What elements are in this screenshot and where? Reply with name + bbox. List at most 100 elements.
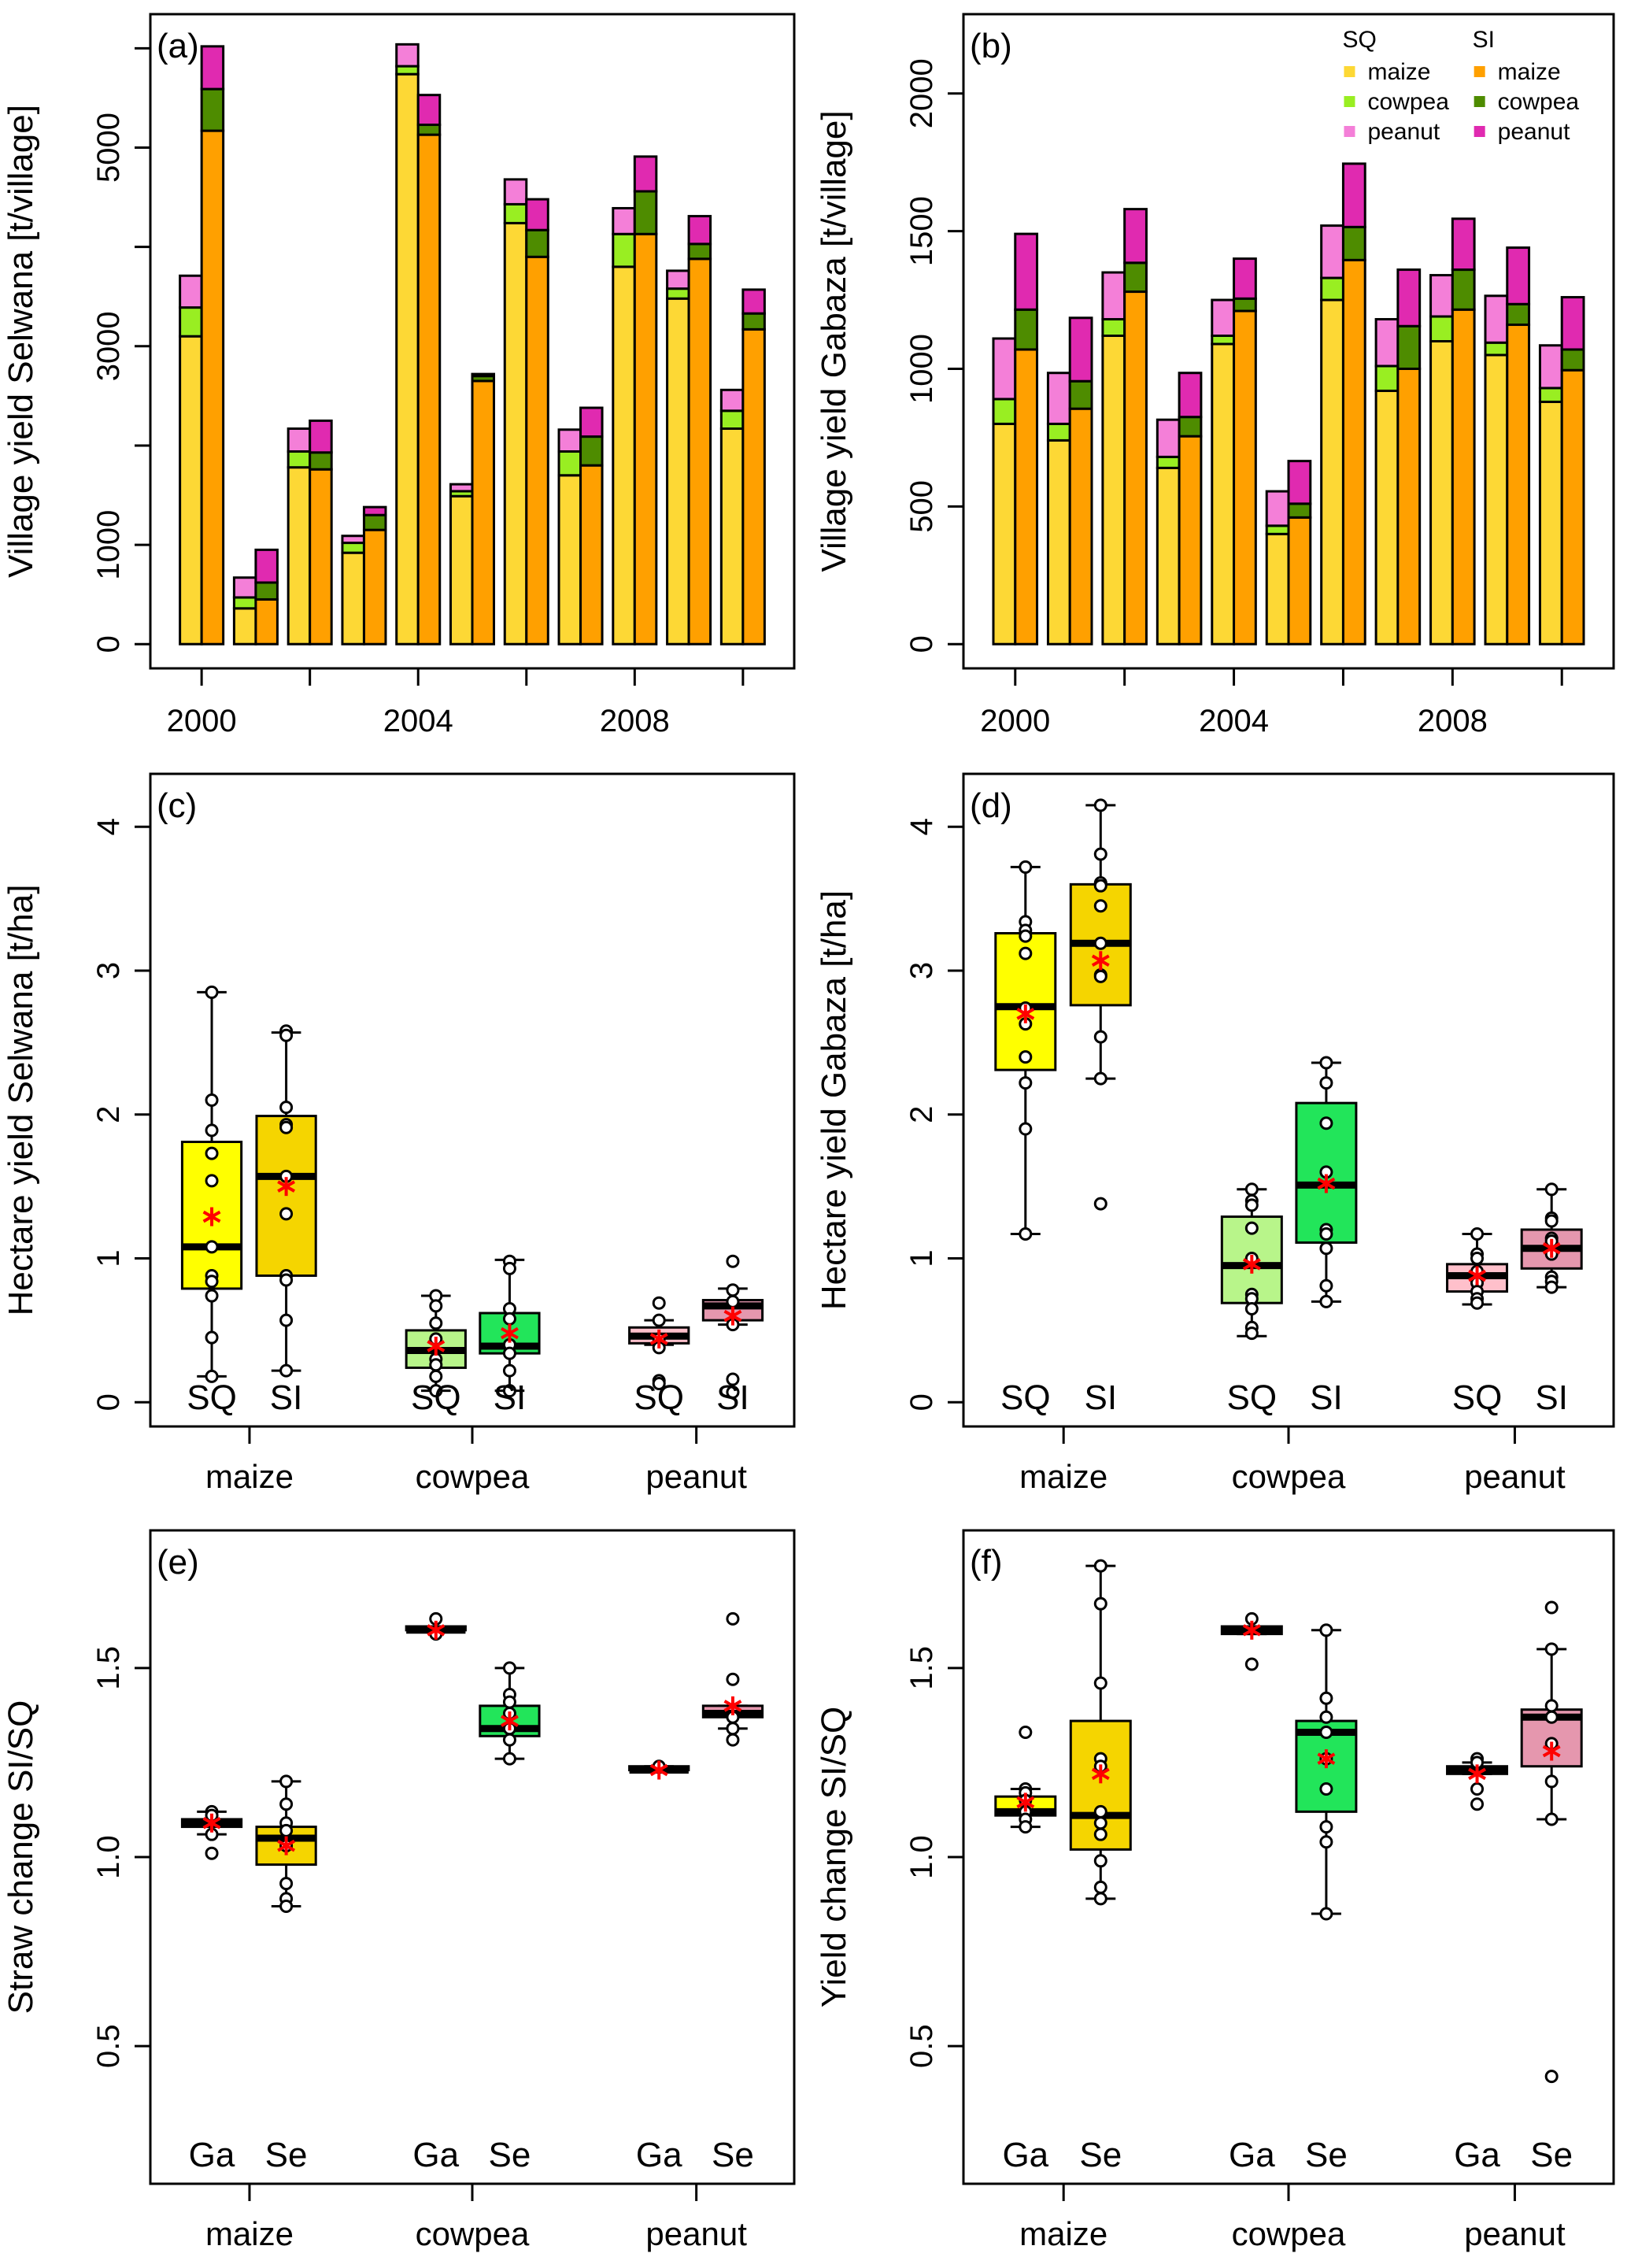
data-point (1319, 1782, 1333, 1796)
bar-2010-SI-cowpea (741, 312, 766, 331)
data-point (1319, 1691, 1333, 1705)
group-label: SQ (187, 1378, 237, 1417)
panel-c: 0 1 2 3 4 Hectare yield Selwana [t/ha] SQ SI SQ S… (2, 772, 796, 1495)
panel-label: (d) (970, 786, 1012, 825)
data-point (1319, 1116, 1333, 1130)
legend-header: SI (1473, 27, 1495, 53)
data-point (726, 1733, 740, 1747)
bar-2000-SQ-cowpea (992, 398, 1017, 425)
panel-d: 0 1 2 3 4 Hectare yield Gabaza [t/ha] SQ SI SQ SI… (815, 772, 1615, 1495)
bar-2000-SQ-peanut (179, 274, 203, 309)
bar-2010-SI-maize (1560, 368, 1585, 646)
y-tick-label: 3 (904, 962, 939, 979)
bar-2008-SI-peanut (1451, 217, 1476, 272)
group-label: SI (270, 1378, 303, 1417)
bar-2010-SQ-cowpea (1538, 387, 1563, 403)
mean-marker (277, 1836, 296, 1855)
bar-2003-SI-peanut (1178, 372, 1203, 419)
panel-e: 0.5 1.0 1.5 Straw change SI/SQ Ga Se Ga Se Ga Se m… (2, 1529, 796, 2252)
data-point (726, 1294, 740, 1308)
data-point (1470, 1226, 1485, 1241)
bar-2001-SI-peanut (254, 548, 279, 584)
bar-2001-SI-maize (1068, 407, 1093, 646)
bar-2007-SI-peanut (1396, 268, 1422, 327)
bar-2000-SI-maize (1014, 348, 1039, 646)
y-tick-label: 4 (904, 818, 939, 835)
group-label: Se (1305, 2136, 1348, 2174)
bar-2003-SI-maize (362, 528, 387, 646)
legend-swatch (1344, 96, 1355, 107)
data-point (205, 1369, 219, 1383)
category-label: cowpea (416, 1458, 530, 1495)
data-point (1093, 1596, 1107, 1611)
bar-2000-SI-cowpea (200, 87, 225, 132)
mean-marker (1242, 1254, 1261, 1274)
mean-marker (1542, 1238, 1561, 1258)
legend-label: cowpea (1498, 89, 1580, 115)
data-point (1244, 1326, 1259, 1341)
bar-2003-SQ-cowpea (1156, 455, 1181, 469)
bar-2008-SQ-peanut (612, 206, 636, 235)
data-point (205, 1289, 219, 1303)
y-tick-label: 0 (904, 1393, 939, 1411)
box-cowpea-Se (1295, 1623, 1358, 1921)
mean-marker (1091, 951, 1110, 971)
data-point (1470, 1797, 1485, 1811)
data-point (1319, 1710, 1333, 1724)
bar-2004-SI-peanut (1233, 257, 1257, 300)
data-point (1544, 1214, 1559, 1228)
data-point (502, 1384, 516, 1398)
y-tick-label: 2 (904, 1106, 939, 1123)
bar-2008-SQ-maize (1429, 340, 1454, 646)
data-point (429, 1299, 443, 1313)
bar-2006-SI-cowpea (1341, 225, 1366, 261)
y-axis-title: Straw change SI/SQ (2, 1700, 40, 2015)
x-tick-label: 2004 (383, 704, 453, 738)
data-point (502, 1346, 516, 1360)
bar-2002-SQ-cowpea (1101, 318, 1126, 338)
y-tick-label: 3000 (91, 311, 126, 381)
bar-2001-SQ-cowpea (1046, 422, 1071, 442)
group-label: SQ (1000, 1378, 1051, 1417)
y-tick-label: 2000 (904, 58, 939, 128)
x-tick-label: 2008 (600, 704, 670, 738)
data-point (1319, 1056, 1333, 1070)
bar-2000-SQ-cowpea (179, 306, 203, 338)
data-point (1544, 1710, 1559, 1724)
data-point (429, 1384, 443, 1398)
mean-marker (723, 1696, 742, 1715)
bar-2002-SQ-peanut (287, 427, 312, 453)
data-point (1319, 1294, 1333, 1308)
group-label: Ga (1454, 2136, 1500, 2174)
bar-2003-SQ-maize (1156, 466, 1181, 646)
panel-f: 0.5 1.0 1.5 Yield change SI/SQ Ga Se Ga Se Ga Se m… (815, 1529, 1615, 2252)
data-point (726, 1672, 740, 1686)
data-point (1244, 1221, 1259, 1235)
box-peanut-Se (701, 1611, 764, 1747)
mean-marker (1317, 1749, 1336, 1769)
bar-2009-SI-cowpea (1506, 302, 1531, 327)
bar-2008-SI-maize (633, 232, 658, 646)
bar-2000-SQ-maize (179, 335, 203, 646)
bar-2003-SI-cowpea (362, 513, 387, 531)
mean-stroke (277, 1180, 296, 1193)
data-point (279, 1313, 294, 1327)
x-tick-label: 2000 (167, 704, 237, 738)
box-maize-SI (255, 1024, 317, 1378)
data-point (1319, 1907, 1333, 1921)
data-point (1093, 1197, 1107, 1211)
data-point (1093, 1559, 1107, 1573)
bar-2002-SQ-maize (1101, 335, 1126, 646)
data-point (1093, 798, 1107, 812)
bar-2002-SI-cowpea (309, 451, 333, 471)
bar-2009-SQ-maize (1484, 353, 1509, 646)
group-label: Ga (412, 2136, 459, 2174)
bar-2007-SQ-cowpea (1374, 364, 1400, 392)
bar-2006-SQ-cowpea (503, 202, 528, 224)
bar-2003-SI-maize (1178, 435, 1203, 646)
plot-frame (149, 772, 796, 1428)
bar-2010-SQ-cowpea (719, 409, 745, 431)
data-point (1319, 1725, 1333, 1739)
y-tick-label: 4 (91, 818, 126, 835)
panel-a: 0 1000 3000 5000 Village yield Selwana [t/vi… (2, 13, 796, 738)
